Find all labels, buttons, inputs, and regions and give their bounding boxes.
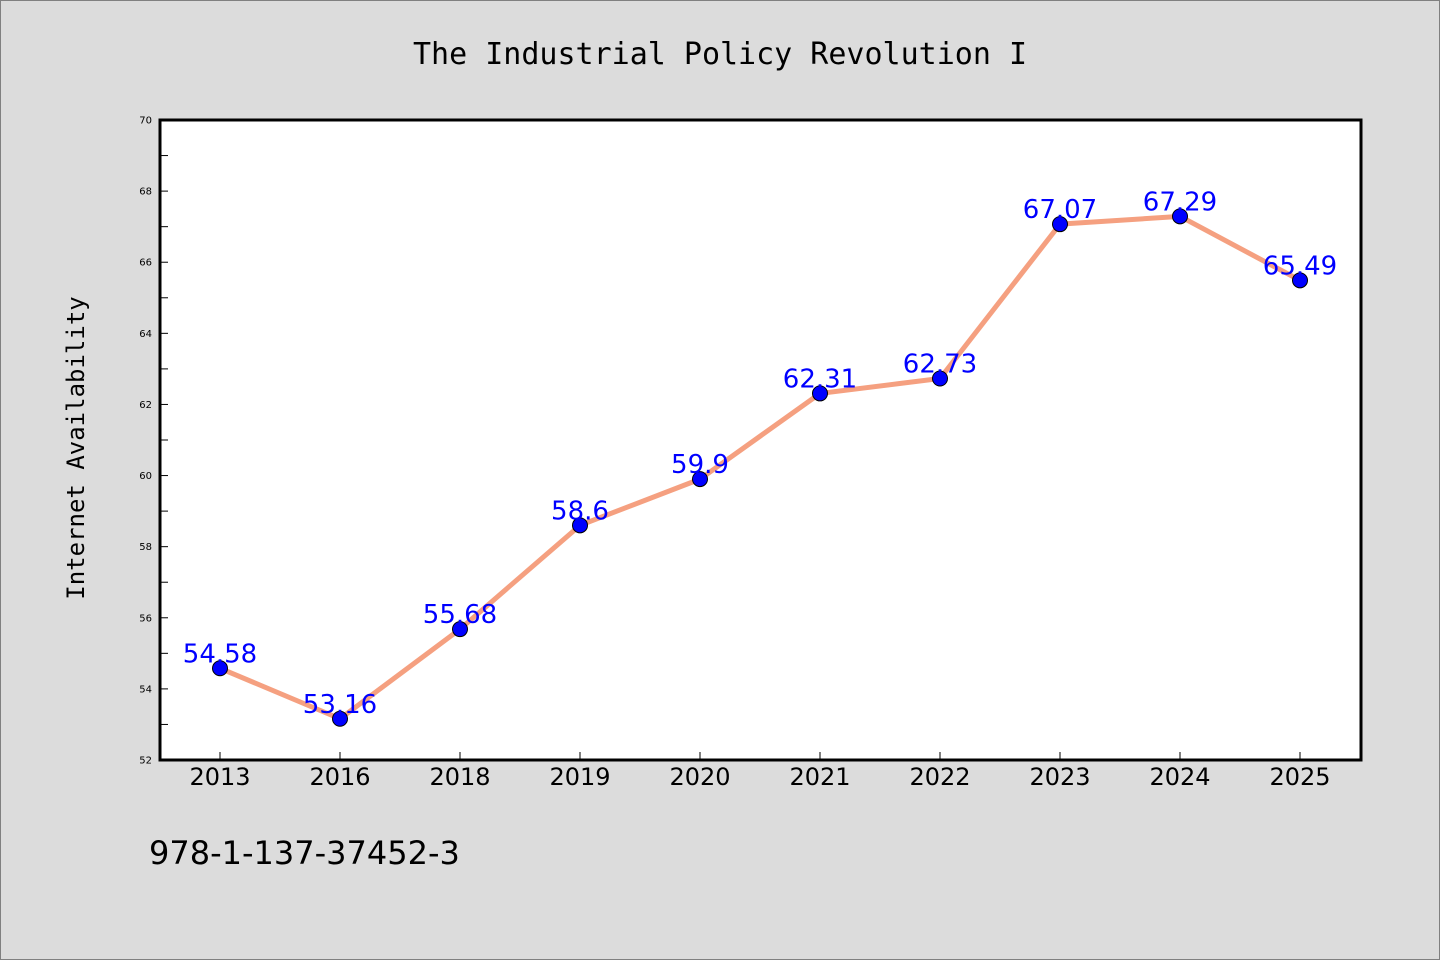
data-label: 62.73 xyxy=(903,349,977,379)
y-tick-label: 64 xyxy=(139,329,152,340)
y-tick-label: 68 xyxy=(139,187,152,198)
y-tick-label: 70 xyxy=(139,116,152,127)
isbn-text: 978-1-137-37452-3 xyxy=(149,834,460,872)
x-tick-label: 2018 xyxy=(429,763,490,791)
data-point xyxy=(932,370,948,387)
y-tick-label: 60 xyxy=(139,471,152,482)
data-label: 55.68 xyxy=(423,600,497,630)
x-tick-label: 2022 xyxy=(909,763,970,791)
data-label: 58.6 xyxy=(551,496,609,526)
y-tick-label: 56 xyxy=(139,613,152,624)
data-point xyxy=(212,660,228,677)
data-point xyxy=(1172,208,1188,225)
data-label: 54.58 xyxy=(183,639,257,669)
y-tick-label: 54 xyxy=(139,684,152,695)
y-tick-label: 62 xyxy=(139,400,152,411)
y-axis-label: Internet Availability xyxy=(62,296,90,599)
data-point xyxy=(1292,272,1308,289)
y-tick-label: 58 xyxy=(139,542,152,553)
data-label: 53.16 xyxy=(303,690,377,720)
data-point xyxy=(572,517,588,534)
data-point xyxy=(692,471,708,488)
x-tick-label: 2021 xyxy=(789,763,850,791)
chart-title: The Industrial Policy Revolution I xyxy=(413,37,1027,72)
y-tick-label: 52 xyxy=(139,756,152,767)
data-label: 59.9 xyxy=(671,450,729,480)
x-tick-label: 2019 xyxy=(549,763,610,791)
data-point xyxy=(1052,216,1068,233)
data-label: 65.49 xyxy=(1263,251,1337,281)
data-label: 62.31 xyxy=(783,364,857,394)
y-tick-label: 66 xyxy=(139,258,152,269)
y-axis: 52 54 56 58 60 62 64 66 68 70 xyxy=(139,116,168,767)
data-point xyxy=(332,710,348,727)
x-tick-label: 2025 xyxy=(1269,763,1330,791)
data-point xyxy=(812,385,828,402)
x-tick-label: 2013 xyxy=(189,763,250,791)
data-series: 54.58 53.16 55.68 58.6 59.9 62.31 62.73 67.07 67… xyxy=(183,187,1337,727)
data-label: 67.07 xyxy=(1023,195,1097,225)
data-point xyxy=(452,621,468,638)
plot-area xyxy=(158,118,1363,762)
x-tick-label: 2020 xyxy=(669,763,730,791)
x-axis: 2013 2016 2018 2019 2020 2021 2022 2023 2024 2025 xyxy=(189,752,1331,791)
x-tick-label: 2023 xyxy=(1029,763,1090,791)
x-tick-label: 2016 xyxy=(309,763,370,791)
data-label: 67.29 xyxy=(1143,187,1217,217)
series-line xyxy=(217,213,1303,722)
x-tick-label: 2024 xyxy=(1149,763,1210,791)
